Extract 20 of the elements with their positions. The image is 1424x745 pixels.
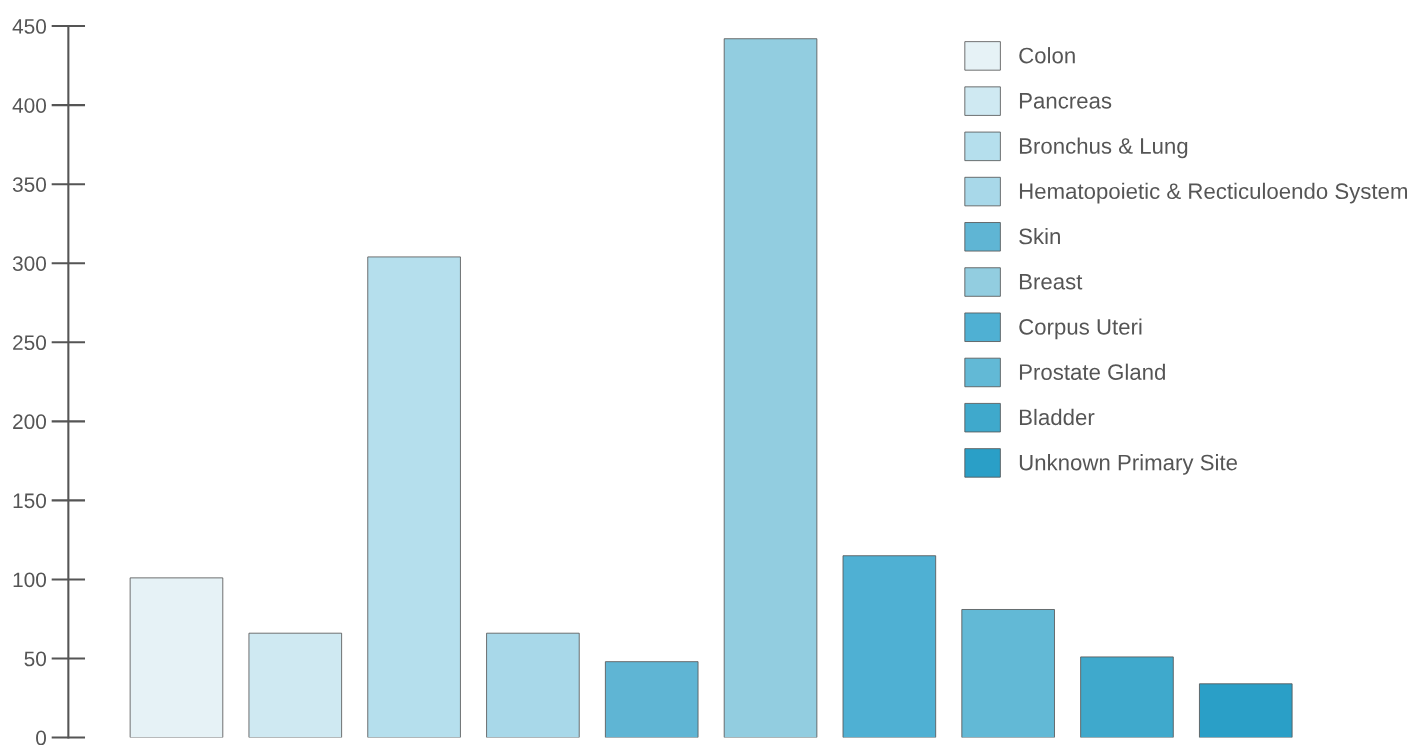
y-tick-label: 250	[13, 335, 47, 351]
y-tick-label: 450	[12, 19, 47, 34]
legend-label: Breast	[1019, 274, 1083, 290]
legend-label: Bronchus & Lung	[1019, 137, 1188, 159]
y-tick-label: 200	[13, 414, 47, 430]
legend-label: Colon	[1019, 47, 1075, 64]
legend-label: Corpus Uteri	[1019, 318, 1142, 340]
legend-label: Unknown Primary Site	[1019, 454, 1237, 475]
y-tick-label: 350	[12, 177, 47, 192]
legend-label: Bladder	[1019, 408, 1095, 426]
legend-label: Prostate Gland	[1019, 363, 1165, 380]
y-tick-label: 50	[24, 651, 47, 667]
y-tick-label: 400	[12, 98, 47, 113]
legend-label: Skin	[1019, 227, 1060, 245]
legend-label: Hematopoietic & Recticuloendo System	[1019, 182, 1407, 204]
y-tick-label: 100	[13, 572, 47, 588]
y-tick-label: 300	[12, 256, 47, 271]
y-tick-label: 0	[36, 730, 47, 745]
y-tick-label: 150	[13, 493, 47, 509]
legend-label: Pancreas	[1019, 93, 1112, 109]
